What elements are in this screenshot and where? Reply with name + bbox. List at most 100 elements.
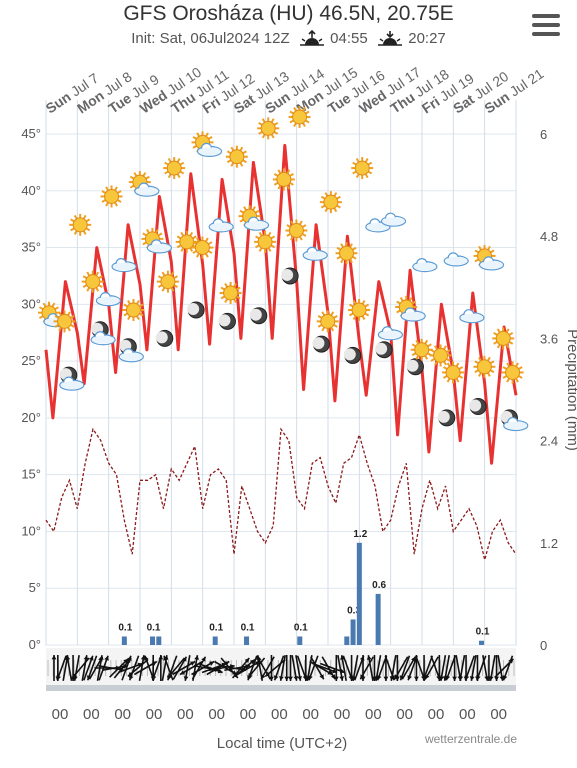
left-tick-label: 0°: [29, 637, 41, 652]
sun-icon: [319, 191, 342, 214]
precip-value-label: 0.1: [147, 622, 161, 633]
moon-cloud-icon: [118, 338, 144, 363]
cloud-icon: [459, 309, 485, 324]
sun-icon: [501, 361, 524, 384]
sunset-icon: [378, 31, 403, 46]
wind-strip: [46, 648, 516, 691]
x-tick-label: 00: [428, 706, 445, 723]
right-tick-label: 4.8: [540, 229, 558, 244]
sun-icon: [285, 219, 308, 242]
sun-icon: [473, 355, 496, 378]
sun-icon: [348, 299, 371, 322]
left-tick-label: 35°: [21, 240, 41, 255]
x-tick-label: 00: [177, 706, 194, 723]
sun-icon: [254, 230, 277, 253]
moon-cloud-icon: [59, 366, 85, 391]
x-tick-label: 00: [490, 706, 507, 723]
precip-value-label: 0.1: [118, 622, 132, 633]
precip-bar: [212, 636, 218, 645]
sun-icon: [122, 299, 145, 322]
sun-icon: [53, 310, 76, 333]
right-tick-label: 2.4: [540, 434, 558, 449]
sun-icon: [257, 117, 280, 140]
sun-cloud-icon: [395, 296, 426, 322]
sun-cloud-icon: [141, 227, 172, 254]
precipitation-axis: 0 1.2 2.4 3.6 4.8 6: [540, 127, 558, 653]
cloud-icon: [111, 257, 137, 273]
precip-value-label: 0.1: [476, 627, 490, 638]
x-axis-title: Local time (UTC+2): [217, 735, 347, 752]
x-tick-label: 00: [52, 706, 69, 723]
sun-icon: [288, 105, 311, 128]
precip-value-label: 0.3: [347, 605, 361, 616]
left-tick-label: 30°: [21, 296, 41, 311]
hamburger-menu-icon[interactable]: [532, 14, 560, 38]
sun-icon: [410, 338, 433, 361]
x-tick-label: 00: [146, 706, 163, 723]
dew-point-line: [45, 427, 517, 560]
sun-icon: [335, 242, 358, 265]
source-credit: wetterzentrale.de: [424, 732, 517, 746]
sun-icon: [492, 327, 515, 350]
temperature-series: [44, 143, 518, 465]
precip-bar: [375, 593, 381, 645]
sun-cloud-icon: [191, 131, 223, 157]
x-tick-label: 00: [83, 706, 100, 723]
x-tick-label: 00: [208, 706, 225, 723]
x-tick-label: 00: [396, 706, 413, 723]
sun-icon: [225, 145, 248, 168]
precip-value-label: 0.6: [372, 580, 386, 591]
right-axis-title: Precipitation (mm): [564, 329, 577, 451]
sunrise-time: 04:55: [330, 30, 368, 47]
moon-icon: [437, 409, 456, 427]
sun-icon: [351, 157, 374, 180]
wind-scale-bar: [46, 685, 516, 691]
precip-value-label: 0.1: [209, 622, 223, 633]
precip-bar: [350, 619, 356, 645]
temperature-line: [44, 143, 518, 465]
cloud-icon: [503, 416, 529, 432]
left-tick-label: 45°: [21, 126, 41, 141]
left-tick-label: 20°: [21, 410, 41, 425]
cloud-icon: [365, 218, 391, 233]
sun-icon: [442, 361, 465, 384]
moon-icon: [249, 307, 268, 325]
precip-value-label: 1.2: [353, 529, 367, 540]
init-line: Init: Sat, 06Jul2024 12Z 04:55 20:27: [0, 30, 577, 48]
precip-bar: [150, 636, 156, 645]
moon-icon: [312, 335, 330, 353]
moon-icon: [187, 301, 205, 319]
cloud-icon: [380, 212, 407, 227]
moon-icon: [406, 358, 424, 376]
precip-bar: [156, 636, 162, 645]
left-tick-label: 5°: [29, 580, 41, 595]
sun-icon: [429, 344, 452, 367]
left-tick-label: 10°: [21, 523, 41, 538]
cloud-icon: [443, 252, 469, 267]
x-tick-label: 00: [334, 706, 351, 723]
page-title: GFS Orosháza (HU) 46.5N, 20.75E: [123, 2, 454, 25]
sun-cloud-icon: [128, 171, 160, 197]
left-tick-label: 25°: [21, 353, 41, 368]
precip-bar: [297, 636, 303, 645]
moon-icon: [375, 341, 393, 359]
sun-icon: [219, 281, 242, 304]
x-tick-label: 00: [302, 706, 319, 723]
x-tick-label: 00: [271, 706, 288, 723]
sun-icon: [175, 230, 198, 253]
sun-icon: [69, 213, 92, 236]
right-tick-label: 3.6: [540, 331, 558, 346]
cloud-icon: [412, 257, 438, 273]
moon-icon: [469, 398, 487, 416]
precip-bar: [356, 542, 362, 645]
precip-bar: [244, 636, 250, 645]
sunset-time: 20:27: [408, 30, 446, 47]
precipitation-bars: 0.1 0.1 0.1 0.1 0.1 0.3 1.2 0.6 0.1: [118, 529, 490, 645]
time-axis: 00 00 00 00 00 00 00 00 00 00 00 00 00 00 00: [52, 706, 507, 723]
right-tick-label: 0: [540, 638, 547, 653]
right-tick-label: 1.2: [540, 536, 558, 551]
precip-value-label: 0.1: [294, 622, 308, 633]
weather-icons: [38, 105, 529, 432]
moon-icon: [218, 312, 236, 330]
